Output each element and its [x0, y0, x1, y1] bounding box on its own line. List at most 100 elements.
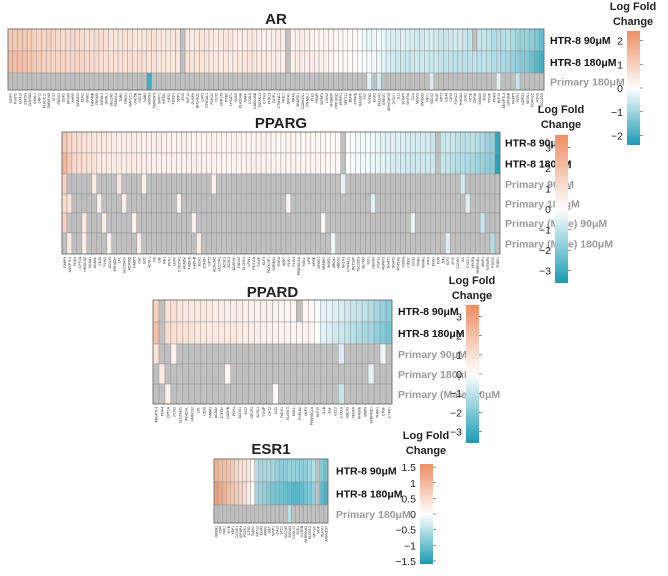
column-label: SEC24D: [109, 92, 113, 106]
heatmap-cell: [216, 212, 222, 234]
heatmap-cell: [355, 299, 363, 323]
heatmap-cell: [474, 193, 481, 214]
heatmap-cell: [440, 212, 446, 234]
heatmap-cell: [242, 299, 249, 323]
heatmap-cell: [171, 152, 177, 175]
heatmap-cell: [194, 321, 201, 345]
heatmap-cell: [127, 50, 133, 74]
heatmap-cell: [237, 28, 243, 52]
heatmap-cell: [380, 193, 386, 214]
heatmap-cell: [236, 321, 243, 345]
heatmap-cell: [415, 212, 421, 234]
heatmap-cell: [425, 131, 431, 154]
row-label: HTR-8 90μM: [550, 35, 611, 47]
heatmap-cell: [379, 363, 387, 385]
heatmap-cell: [375, 232, 381, 255]
heatmap-cell: [459, 193, 466, 214]
column-label: ELOVL5: [286, 407, 290, 420]
colorbar: Log Fold Change 1.5 1 0.5 0 −0.5 −1 −1.5: [395, 430, 449, 568]
heatmap-cell: [319, 504, 325, 524]
heatmap-cell: [330, 173, 336, 195]
heatmap-cell: [308, 363, 315, 385]
heatmap-cell: [299, 504, 304, 524]
heatmap-cell: [116, 173, 122, 195]
heatmap-cell: [158, 321, 166, 345]
column-label: PDCD5: [57, 93, 61, 105]
heatmap-cell: [335, 193, 341, 214]
heatmap-cell: [280, 131, 287, 154]
heatmap-cell: [254, 383, 261, 405]
heatmap-cell: [234, 458, 239, 483]
heatmap-cell: [231, 173, 237, 195]
heatmap-cell: [106, 173, 112, 195]
heatmap-cell: [290, 383, 297, 405]
heatmap-cell: [221, 152, 227, 175]
column-label: ACOX1: [108, 257, 112, 269]
column-label: TXNIP: [262, 406, 266, 417]
column-label: ASNS: [535, 92, 539, 102]
colorbar-tick-label: 2: [617, 36, 623, 48]
column-label: PDK4: [73, 257, 77, 266]
heatmap-cell: [296, 363, 303, 385]
heatmap-cell: [410, 131, 416, 154]
heatmap-cell: [152, 363, 160, 385]
heatmap-cell: [224, 299, 231, 323]
heatmap-cell: [350, 232, 356, 255]
heatmap-cell: [272, 321, 279, 345]
column-label: PSNT2: [14, 93, 18, 104]
heatmap-cell: [425, 212, 431, 234]
heatmap-cell: [117, 28, 124, 52]
heatmap-cell: [390, 28, 396, 52]
heatmap-cell: [216, 193, 222, 214]
heatmap-cell: [430, 193, 436, 214]
heatmap-cell: [491, 72, 497, 91]
column-label: FABP4: [63, 257, 67, 268]
heatmap-cell: [410, 173, 416, 195]
heatmap-cell: [318, 50, 325, 74]
heatmap-cell: [242, 28, 248, 52]
heatmap-cell: [186, 131, 192, 154]
heatmap-cell: [400, 72, 406, 91]
heatmap-cell: [212, 383, 219, 405]
heatmap-cell: [226, 193, 232, 214]
heatmap-cell: [122, 50, 128, 74]
column-label: MUC1: [282, 93, 286, 103]
heatmap-cell: [127, 28, 133, 52]
heatmap-cell: [126, 173, 132, 195]
heatmap-cell: [191, 152, 197, 175]
heatmap-cell: [231, 131, 237, 154]
heatmap-cell: [355, 193, 361, 214]
heatmap-cell: [166, 193, 172, 214]
heatmap-cell: [300, 232, 307, 255]
heatmap-cell: [419, 72, 425, 91]
column-label: AMIGO2: [420, 93, 424, 106]
heatmap-cell: [255, 152, 262, 175]
heatmap-cell: [489, 131, 496, 154]
heatmap-cell: [250, 504, 255, 524]
column-label: ECI2: [244, 407, 248, 415]
heatmap-cell: [101, 152, 107, 175]
heatmap-cell: [146, 152, 152, 175]
heatmap-cell: [360, 193, 366, 214]
column-label: VEGFA: [471, 256, 475, 268]
column-label: PGR: [219, 525, 223, 533]
heatmap-cell: [299, 481, 304, 506]
heatmap-cell: [271, 50, 277, 74]
heatmap-cell: [278, 343, 285, 365]
column-label: DECR1: [250, 407, 254, 419]
heatmap-cell: [136, 232, 142, 255]
heatmap-cell: [166, 131, 172, 154]
heatmap-cell: [46, 72, 52, 91]
heatmap-cell: [462, 28, 468, 52]
heatmap-cell: [226, 458, 231, 483]
heatmap-cell: [360, 152, 366, 175]
column-label: PLIN2: [172, 407, 176, 417]
column-label: BDNF: [349, 93, 353, 102]
heatmap-cell: [300, 131, 307, 154]
heatmap-cell: [221, 481, 227, 506]
heatmap-cell: [201, 193, 207, 214]
heatmap-cell: [314, 28, 320, 52]
column-label: SLC25A20: [178, 407, 182, 424]
heatmap-cell: [136, 212, 142, 234]
heatmap-cell: [385, 363, 393, 385]
